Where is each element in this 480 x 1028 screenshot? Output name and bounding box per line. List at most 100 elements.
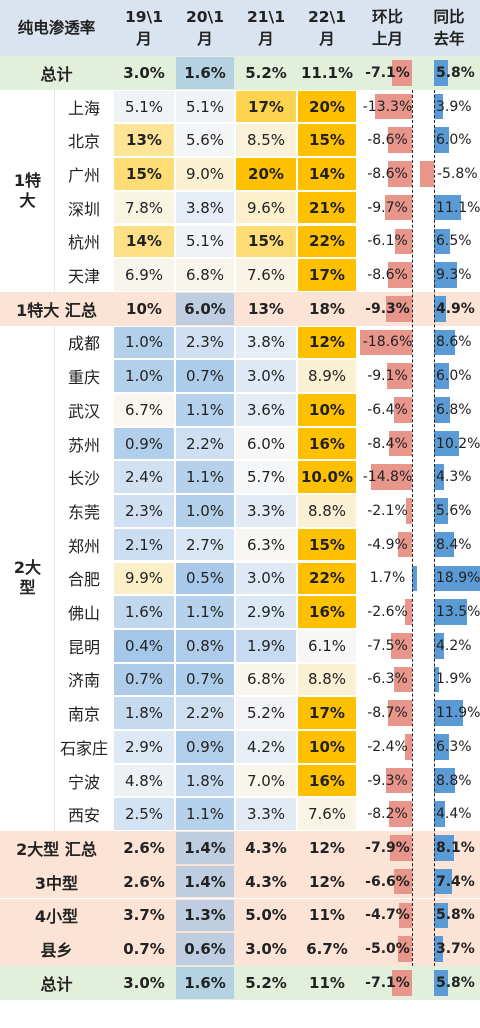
mom-bar — [405, 734, 412, 760]
mom-bar — [388, 262, 412, 288]
mom-label: -4.9% — [367, 536, 408, 553]
yoy-bar — [434, 666, 439, 693]
yoy-bar — [434, 902, 449, 929]
row-label: 苏州 — [67, 435, 100, 455]
column-header: 19\1 月 — [124, 8, 164, 48]
data-cell: 9.0% — [176, 158, 234, 190]
data-cell: 5.2% — [236, 57, 296, 89]
row-label: 2大型 汇总 — [16, 839, 97, 859]
mom-bar — [406, 498, 412, 524]
data-cell: 6.0% — [176, 292, 234, 325]
data-cell: 0.5% — [176, 562, 234, 595]
mom-bar — [398, 531, 412, 558]
data-cell: 5.7% — [236, 461, 296, 494]
data-cell: 12% — [298, 865, 356, 898]
yoy-bar — [434, 599, 467, 625]
column-header: 21\1 月 — [246, 8, 286, 48]
row-label: 3中型 — [34, 873, 79, 893]
yoy-bar — [434, 632, 445, 659]
data-cell: 2.2% — [176, 427, 234, 460]
row-label: 西安 — [67, 806, 100, 826]
yoy-bar — [434, 194, 461, 221]
data-cell: 2.6% — [114, 865, 174, 898]
data-cell: 9.9% — [114, 562, 174, 595]
data-cell: 6.3% — [236, 528, 296, 561]
group-label: 1特 大 — [13, 170, 42, 210]
yoy-label: 10.2% — [436, 435, 480, 452]
yoy-label: 4.4% — [436, 806, 472, 823]
mom-bar — [386, 767, 412, 794]
yoy-label: 1.9% — [436, 671, 472, 688]
row-bg — [55, 393, 113, 427]
mom-bar — [398, 936, 412, 962]
data-cell: 6.8% — [236, 663, 296, 696]
yoy-label: 4.9% — [436, 300, 475, 317]
data-cell: 1.1% — [176, 461, 234, 494]
data-cell: 11.1% — [298, 57, 356, 89]
row-label: 广州 — [67, 165, 100, 185]
group-bg — [0, 325, 55, 832]
mom-bar — [404, 599, 412, 625]
data-cell: 17% — [298, 697, 356, 729]
mom-label: -6.4% — [367, 401, 408, 418]
row-bg — [55, 359, 113, 393]
yoy-label: 4.3% — [436, 469, 472, 486]
row-bg — [55, 628, 113, 663]
row-label: 重庆 — [67, 368, 100, 388]
yoy-label: 8.8% — [436, 772, 472, 789]
data-cell: 14% — [114, 225, 174, 258]
data-cell: 2.4% — [114, 461, 174, 494]
row-bg — [55, 595, 113, 629]
data-cell: 4.3% — [236, 865, 296, 898]
data-cell: 1.6% — [176, 966, 234, 999]
yoy-label: 6.5% — [436, 233, 472, 250]
data-cell: 15% — [298, 528, 356, 561]
data-cell: 8.8% — [298, 495, 356, 527]
row-bg — [55, 662, 113, 697]
yoy-label: 5.8% — [436, 907, 475, 924]
mom-bar — [386, 295, 412, 322]
mom-bar — [412, 565, 417, 592]
data-cell: 18% — [298, 292, 356, 325]
row-label: 1特大 汇总 — [16, 300, 97, 320]
row-label: 深圳 — [67, 199, 100, 219]
table-title: 纯电渗透率 — [17, 19, 96, 37]
mom-label: -8.7% — [367, 705, 408, 722]
data-cell: 1.1% — [176, 798, 234, 831]
data-cell: 17% — [298, 259, 356, 291]
data-cell: 6.7% — [298, 933, 356, 965]
data-cell: 1.1% — [176, 394, 234, 426]
data-cell: 14% — [298, 158, 356, 190]
mom-label: -2.6% — [367, 604, 408, 621]
data-cell: 20% — [236, 158, 296, 190]
data-cell: 16% — [298, 596, 356, 628]
yoy-label: 8.6% — [436, 334, 472, 351]
data-cell: 1.6% — [114, 596, 174, 628]
row-label: 石家庄 — [59, 738, 108, 758]
data-cell: 2.7% — [176, 528, 234, 561]
data-cell: 7.6% — [298, 798, 356, 831]
yoy-label: 6.0% — [436, 132, 472, 149]
data-cell: 0.7% — [114, 933, 174, 965]
data-cell: 13% — [236, 292, 296, 325]
mom-label: -9.3% — [365, 300, 410, 317]
mom-bar — [392, 969, 412, 996]
data-cell: 7.6% — [236, 259, 296, 291]
row-label: 佛山 — [67, 604, 100, 624]
data-cell: 0.9% — [114, 427, 174, 460]
data-cell: 5.2% — [236, 966, 296, 999]
row-bg — [55, 157, 113, 191]
data-cell: 13% — [114, 124, 174, 157]
data-cell: 1.3% — [176, 899, 234, 932]
mom-bar — [388, 161, 412, 187]
row-label: 东莞 — [67, 502, 100, 522]
data-cell: 2.3% — [114, 495, 174, 527]
data-cell: 1.1% — [176, 596, 234, 628]
yoy-label: 5.8% — [436, 64, 475, 81]
mom-bar — [394, 397, 412, 423]
yoy-bar — [434, 498, 448, 524]
row-bg — [55, 763, 113, 798]
data-cell: 10% — [298, 731, 356, 763]
mom-label: -2.1% — [367, 502, 408, 519]
